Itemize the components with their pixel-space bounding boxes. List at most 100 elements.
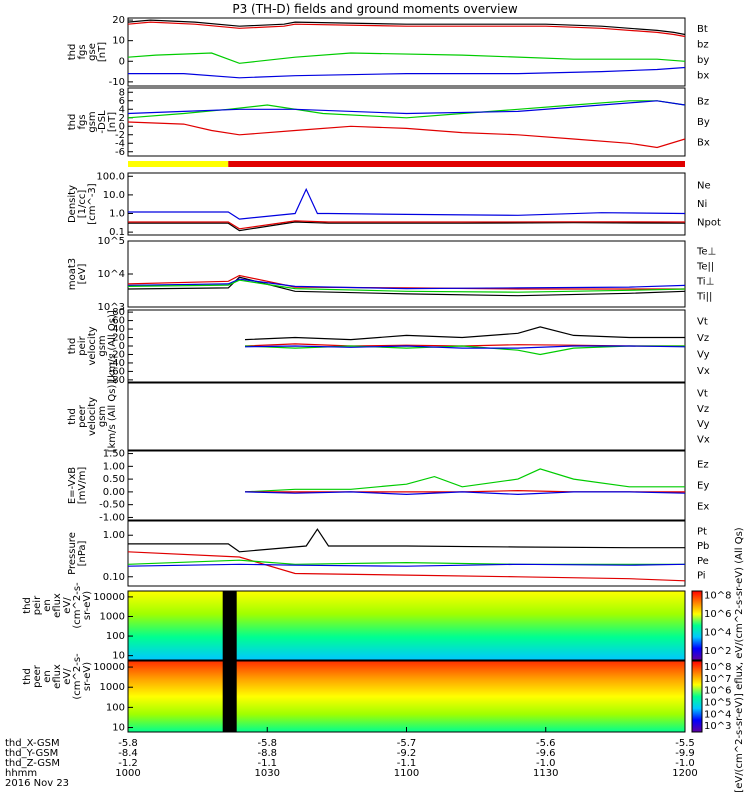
series-Vx xyxy=(244,345,686,349)
y-tick-label: -20 xyxy=(109,349,125,360)
y-axis-label-line: [mV/m] xyxy=(77,467,88,505)
y-axis-label-line: [eV] xyxy=(77,264,88,285)
colorbar-tick-label: 10^7 xyxy=(704,674,731,685)
spectrograms-group: 10100100010000thdpeirenefluxeV/(cm^2-s-s… xyxy=(22,527,745,792)
legend-Pe: Pe xyxy=(697,556,709,567)
chart-title: P3 (TH-D) fields and ground moments over… xyxy=(232,2,517,16)
y-tick-label: 20 xyxy=(112,333,125,344)
legend-Ey: Ey xyxy=(697,481,709,492)
y-axis-label-line: velocity xyxy=(87,397,98,436)
x-row-value: 1100 xyxy=(394,768,419,779)
y-tick-label: 100.0 xyxy=(96,171,125,182)
legend-Vz: Vz xyxy=(697,404,709,415)
y-tick-label: 0.50 xyxy=(103,474,125,485)
y-tick-label: 1.50 xyxy=(103,449,125,460)
x-row-value: -5.5 xyxy=(675,738,695,749)
series-bx xyxy=(128,66,686,79)
colorbar xyxy=(691,590,703,661)
x-row-value: 1200 xyxy=(672,768,697,779)
y-axis-label: Density[1/cc][cm^-3] xyxy=(67,183,98,224)
panel-frame xyxy=(127,172,686,236)
series-Pi xyxy=(127,563,686,567)
series-Ne xyxy=(128,220,686,230)
y-tick-label: 10000 xyxy=(93,592,125,603)
legend-By: By xyxy=(697,117,710,128)
panel-frame xyxy=(127,240,686,308)
y-axis-label: thdpeirenefluxeV/(cm^2-s-sr-eV) xyxy=(22,582,93,629)
y-tick-label: 10^4 xyxy=(98,269,125,280)
spectrogram-peir_eflux: 10100100010000thdpeirenefluxeV/(cm^2-s-s… xyxy=(22,582,731,662)
y-axis-label-line: peer xyxy=(32,664,43,688)
y-tick-label: 0.1 xyxy=(109,227,125,238)
y-axis-label-line: fgs xyxy=(77,44,88,59)
x-row-value: -5.7 xyxy=(397,738,417,749)
x-row-label: thd_X-GSM xyxy=(5,738,60,749)
y-tick-label: -4 xyxy=(115,138,125,149)
x-row-value: -1.2 xyxy=(118,758,138,769)
x-row-value: 1130 xyxy=(533,768,558,779)
series-Vy xyxy=(244,345,685,356)
spectrogram-field xyxy=(128,661,685,732)
y-tick-label: 100 xyxy=(106,631,125,642)
panel-fgs_gse: -10 0 10 20 thdfgsgse[nT] Bt bz by bx xyxy=(67,15,709,88)
legend-Pi: Pi xyxy=(697,571,706,582)
y-axis-label-line: fgs xyxy=(77,114,88,129)
y-axis-label-line: eV/ xyxy=(62,597,73,614)
colorbar-tick-label: 10^4 xyxy=(704,627,731,638)
series-bz xyxy=(127,21,686,38)
series-by xyxy=(127,52,686,64)
y-axis-label: thdpeerenefluxeV/(cm^2-s-sr-eV) xyxy=(22,653,93,700)
y-axis-label-line: [cm^-3] xyxy=(87,183,98,224)
panel-frame xyxy=(127,450,686,521)
mode-bar xyxy=(128,161,685,167)
legend-Bt: Bt xyxy=(697,24,708,35)
colorbar-tick-label: 10^4 xyxy=(704,709,731,720)
y-axis-label-line: thd xyxy=(67,114,78,131)
colorbar-tick-label: 10^8 xyxy=(704,591,731,602)
colorbar-tick-label: 10^8 xyxy=(704,662,731,673)
colorbar-tick-label: 10^6 xyxy=(704,686,731,697)
y-axis-label-line: E=-VxB xyxy=(67,467,78,504)
y-tick-label: -2 xyxy=(115,130,125,141)
spectrogram-frame xyxy=(127,590,686,661)
y-tick-label: 0 xyxy=(119,341,125,352)
mode-bar-segment xyxy=(128,161,229,167)
legend-Te⊥: Te⊥ xyxy=(696,247,716,258)
y-axis-label-line: thd xyxy=(67,44,78,61)
legend-Vx: Vx xyxy=(697,434,710,445)
y-tick-label: -0.50 xyxy=(99,500,125,511)
y-tick-label: 1.00 xyxy=(103,530,125,541)
y-tick-label: 10.0 xyxy=(103,190,125,201)
panel-frame xyxy=(127,382,686,451)
y-axis-label-line: moat3 xyxy=(67,258,78,290)
x-row-label: thd_Y-GSM xyxy=(5,748,58,759)
y-axis-label-line: (cm^2-s- xyxy=(72,653,83,700)
y-tick-label: -6 xyxy=(115,147,125,158)
y-axis-label-line: eV/ xyxy=(62,668,73,685)
x-row-value: -5.8 xyxy=(257,738,277,749)
series-Te|| xyxy=(127,276,686,297)
y-axis-label-line: peir xyxy=(32,595,43,615)
legend-bx: bx xyxy=(697,70,709,81)
y-axis-label-line: en xyxy=(42,670,53,683)
x-axis-labels: thd_X-GSM -5.8 -5.8 -5.7 -5.6 -5.5 thd_Y-GSM -8… xyxy=(5,727,698,779)
y-axis-label-line: gsm xyxy=(97,335,108,356)
y-axis-label-line: sr-eV) xyxy=(82,662,93,691)
panel-pressure: 0.10 1.00 Pressure[nPa] Pt Pb Pe Pi xyxy=(67,520,709,587)
panel-temperature: 10^3 10^4 10^5 moat3[eV] Te⊥ Te|| Ti⊥ Ti|| xyxy=(67,236,716,313)
x-row-value: -1.1 xyxy=(397,758,417,769)
y-axis-label-line: [nPa] xyxy=(77,540,88,566)
y-axis-label-line: en xyxy=(42,599,53,612)
y-tick-label: 0 xyxy=(119,121,125,132)
legend-Bx: Bx xyxy=(697,138,710,149)
legend-Vt: Vt xyxy=(697,316,708,327)
x-row-value: -5.8 xyxy=(118,738,138,749)
y-tick-label: 40 xyxy=(112,324,125,335)
panel-peir_velocity: -80-60-40-20020406080thdpeirvelocitygsm[… xyxy=(67,307,710,386)
colorbar xyxy=(691,660,703,733)
legend-Vz: Vz xyxy=(697,333,709,344)
y-tick-label: 10 xyxy=(112,36,125,47)
x-row-value: -1.1 xyxy=(257,758,277,769)
